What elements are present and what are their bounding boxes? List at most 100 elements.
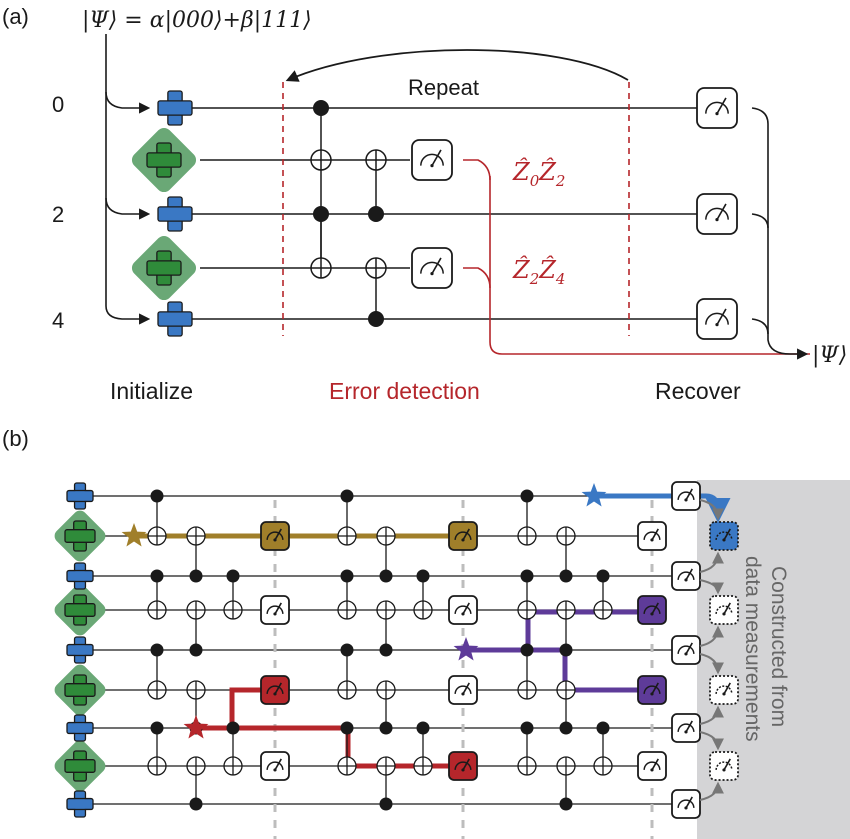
reconstruction-arrow bbox=[699, 705, 724, 725]
cnot-target bbox=[223, 600, 243, 620]
ancilla-qubit-plus bbox=[64, 674, 96, 706]
ancilla-meter-3 bbox=[411, 247, 453, 289]
ancilla-meter bbox=[260, 595, 290, 625]
cnot-target bbox=[593, 600, 613, 620]
stabilizer-label-z0z2: Ẑ0Ẑ2 bbox=[512, 157, 565, 190]
input-state-label: |Ψ⟩ = α|000⟩+β|111⟩ bbox=[82, 8, 312, 33]
cnot-target bbox=[147, 680, 167, 700]
stage-label-initialize: Initialize bbox=[110, 378, 193, 404]
data-meter-0 bbox=[696, 87, 738, 129]
cnot-target bbox=[517, 756, 537, 776]
reconstruction-arrow bbox=[699, 625, 724, 647]
control-dot bbox=[226, 569, 240, 583]
ancilla-meter bbox=[448, 675, 478, 705]
repeat-label: Repeat bbox=[408, 75, 479, 100]
control-dot bbox=[189, 797, 203, 811]
control-dot bbox=[520, 569, 534, 583]
ancilla-meter bbox=[260, 751, 290, 781]
cnot-target bbox=[223, 756, 243, 776]
control-dot bbox=[559, 721, 573, 735]
ancilla-meter-1 bbox=[411, 139, 453, 181]
cnot-target bbox=[593, 756, 613, 776]
flagged-ancilla-meter bbox=[637, 675, 667, 705]
ancilla-qubit-plus-3 bbox=[146, 250, 182, 286]
cnot-target bbox=[556, 756, 576, 776]
stage-label-recover: Recover bbox=[655, 378, 741, 404]
ancilla-qubit-plus bbox=[64, 594, 96, 626]
reconstructed-meter bbox=[709, 675, 739, 705]
flagged-ancilla-meter bbox=[448, 521, 478, 551]
ancilla-meter bbox=[448, 595, 478, 625]
control-dot bbox=[340, 721, 354, 735]
final-data-meter bbox=[671, 789, 701, 819]
control-dot bbox=[379, 569, 393, 583]
measurement-gates bbox=[411, 87, 738, 340]
control-dot bbox=[340, 489, 354, 503]
panel-b-label: (b) bbox=[2, 426, 29, 451]
recover-brace bbox=[751, 107, 809, 360]
control-dots bbox=[313, 100, 384, 327]
cnot-target bbox=[413, 756, 433, 776]
control-dot bbox=[150, 643, 164, 657]
reconstructed-stabilizers bbox=[699, 499, 739, 801]
qubit-wires bbox=[175, 107, 697, 320]
panel-b: (b) Constructed from data measurements bbox=[2, 426, 850, 839]
red-error-star bbox=[183, 715, 209, 739]
cnot-target bbox=[337, 600, 357, 620]
cnot-target bbox=[517, 526, 537, 546]
panel-a: (a) |Ψ⟩ = α|000⟩+β|111⟩ 0 2 4 Repeat bbox=[2, 4, 847, 404]
red-error-path-lower bbox=[196, 725, 463, 769]
control-dot bbox=[379, 721, 393, 735]
cnot-target bbox=[413, 600, 433, 620]
flagged-ancilla-meter bbox=[260, 521, 290, 551]
data-qubit-plus bbox=[66, 636, 94, 664]
cnot-target bbox=[337, 756, 357, 776]
cnot-target bbox=[376, 756, 396, 776]
data-meter-2 bbox=[696, 193, 738, 235]
reconstruction-arrow bbox=[699, 781, 724, 801]
data-meter-4 bbox=[696, 298, 738, 340]
control-dot bbox=[520, 643, 534, 657]
reconstructed-meter bbox=[709, 595, 739, 625]
control-dot bbox=[189, 569, 203, 583]
cnot-target bbox=[556, 600, 576, 620]
stabilizer-label-z2z4: Ẑ2Ẑ4 bbox=[512, 255, 565, 288]
ancilla-meter bbox=[637, 751, 667, 781]
control-dot bbox=[379, 643, 393, 657]
flagged-ancilla-meter bbox=[637, 595, 667, 625]
input-fanout bbox=[105, 34, 151, 325]
side-label-line1: Constructed from bbox=[767, 566, 790, 727]
cnot-target bbox=[517, 680, 537, 700]
cnot-target bbox=[517, 600, 537, 620]
control-dot bbox=[520, 721, 534, 735]
ancilla-qubit-plus bbox=[64, 520, 96, 552]
cnot-target bbox=[147, 600, 167, 620]
cnot-target bbox=[376, 600, 396, 620]
control-dot bbox=[379, 797, 393, 811]
cnot-target bbox=[337, 680, 357, 700]
reconstruction-arrow bbox=[699, 731, 724, 751]
cnot-target bbox=[186, 526, 206, 546]
data-qubit-plus bbox=[66, 482, 94, 510]
final-data-meter bbox=[671, 561, 701, 591]
flagged-reconstructed-meter bbox=[709, 521, 739, 551]
control-dot bbox=[340, 569, 354, 583]
side-label-line2: data measurements bbox=[741, 556, 764, 742]
panel-b-qubit-markers bbox=[64, 482, 96, 818]
panel-a-label: (a) bbox=[2, 4, 29, 29]
blue-error-star bbox=[581, 483, 607, 507]
data-qubit-plus-2 bbox=[157, 196, 193, 232]
control-dot bbox=[150, 569, 164, 583]
repeat-arrow bbox=[285, 49, 629, 82]
control-dot bbox=[150, 721, 164, 735]
control-dot bbox=[596, 721, 610, 735]
final-data-meter bbox=[671, 481, 701, 511]
cnot-target bbox=[147, 526, 167, 546]
final-data-meter bbox=[671, 635, 701, 665]
data-qubit-plus bbox=[66, 562, 94, 590]
final-data-meter bbox=[671, 713, 701, 743]
control-dot bbox=[416, 721, 430, 735]
cnot-target bbox=[556, 680, 576, 700]
target-circles bbox=[310, 149, 387, 279]
